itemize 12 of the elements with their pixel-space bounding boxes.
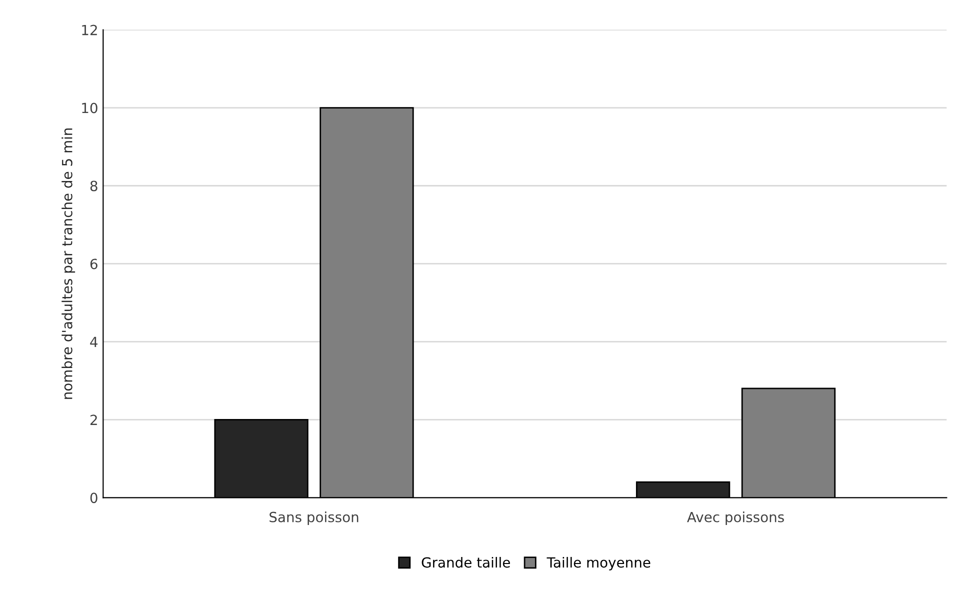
legend-label: Taille moyenne	[546, 556, 650, 570]
y-tick-label: 8	[90, 180, 98, 192]
y-tick-label: 6	[90, 258, 98, 270]
y-tick-label: 0	[90, 492, 98, 504]
y-axis-title: nombre d'adultes par tranche de 5 min	[62, 128, 76, 399]
x-tick-label: Sans poisson	[270, 512, 358, 525]
legend-label: Grande taille	[422, 556, 510, 568]
y-tick-label: 10	[82, 102, 98, 114]
x-tick-label: Avec poissons	[687, 512, 784, 525]
y-tick-label: 4	[90, 336, 98, 347]
y-tick-label: 2	[90, 414, 97, 425]
y-tick-label: 12	[82, 24, 97, 36]
